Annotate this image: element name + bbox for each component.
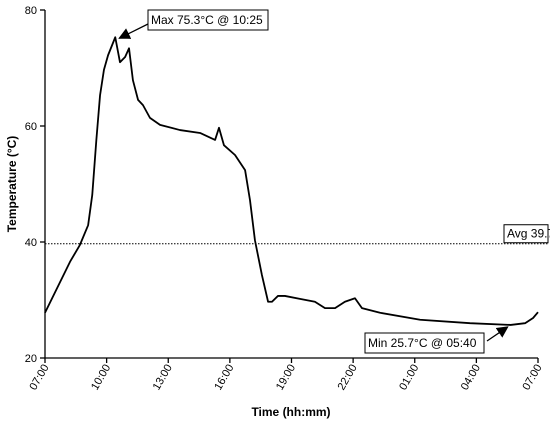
y-axis-title: Temperature (°C): [5, 136, 19, 233]
x-tick-label: 07:00: [520, 363, 544, 393]
annotation-label: Min 25.7°C @ 05:40: [368, 336, 477, 350]
average-label: Avg 39.7°C: [507, 227, 550, 241]
x-tick-label: 04:00: [459, 363, 483, 393]
y-tick-label: 80: [25, 5, 37, 17]
annotation-box: [364, 332, 485, 354]
x-tick-label: 01:00: [397, 363, 421, 393]
x-tick-label: 16:00: [212, 363, 236, 393]
annotation-box: [147, 9, 269, 31]
y-tick-label: 40: [25, 237, 37, 249]
x-tick-label: 07:00: [27, 363, 51, 393]
x-tick-label: 22:00: [336, 363, 360, 393]
x-tick-label: 10:00: [89, 363, 113, 393]
x-tick-label: 19:00: [274, 363, 298, 393]
annotation-arrow: [118, 23, 149, 39]
x-axis-title: Time (hh:mm): [251, 405, 330, 419]
annotation-label: Max 75.3°C @ 10:25: [151, 13, 263, 27]
annotation-arrow: [486, 326, 509, 342]
y-tick-label: 60: [25, 121, 37, 133]
x-tick-label: 13:00: [151, 363, 175, 393]
average-box: [503, 224, 549, 244]
y-tick-label: 20: [25, 353, 37, 365]
temperature-line: [44, 36, 539, 326]
